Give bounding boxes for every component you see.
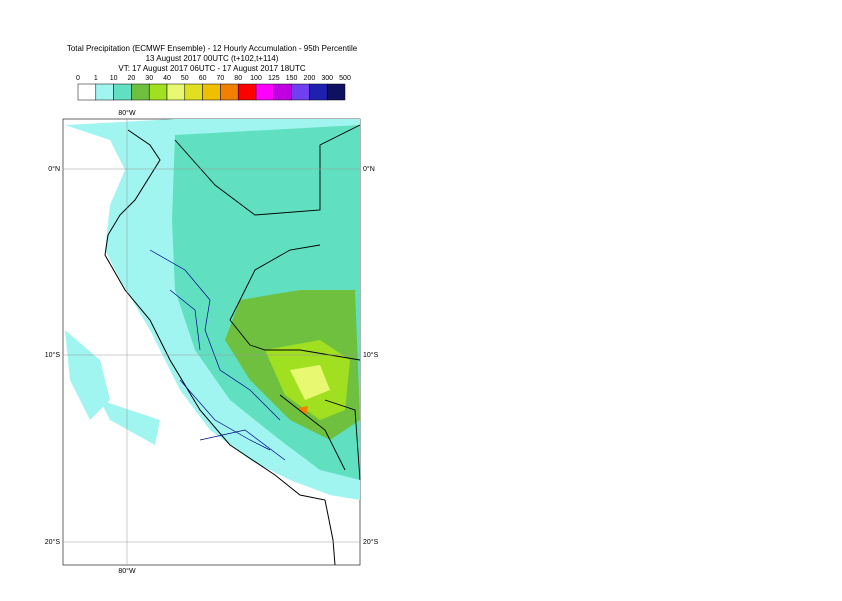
legend-label: 125 bbox=[268, 75, 280, 82]
legend-swatch bbox=[255, 83, 275, 101]
lat-label: 0°N bbox=[48, 165, 60, 173]
legend-swatch bbox=[77, 83, 97, 101]
legend-label: 300 bbox=[321, 75, 333, 82]
title: Total Precipitation (ECMWF Ensemble) - 1… bbox=[67, 44, 358, 53]
precip-light bbox=[100, 400, 160, 445]
lat-label: 0°N bbox=[363, 165, 375, 173]
legend-swatch bbox=[202, 83, 221, 101]
legend-label: 100 bbox=[250, 75, 262, 82]
legend-label: 200 bbox=[304, 75, 316, 82]
legend-swatch bbox=[95, 83, 114, 101]
coastline bbox=[104, 129, 336, 566]
lat-label: 20°S bbox=[363, 538, 379, 546]
legend-swatch bbox=[291, 83, 310, 101]
precip-max bbox=[298, 406, 308, 416]
lat-label: 10°S bbox=[363, 351, 379, 359]
legend: 0 1 10 20 30 40 50 60 70 80 100 125 150 200 300 500 bbox=[76, 75, 351, 101]
legend-label: 30 bbox=[145, 75, 153, 82]
legend-swatch bbox=[326, 83, 346, 101]
legend-label: 1 bbox=[94, 75, 98, 82]
legend-label: 40 bbox=[163, 75, 171, 82]
legend-label: 70 bbox=[217, 75, 225, 82]
subtitle: 13 August 2017 00UTC (t+102,t+114) bbox=[146, 54, 279, 63]
legend-swatch bbox=[131, 83, 150, 101]
lat-label: 10°S bbox=[45, 351, 61, 359]
legend-label: 80 bbox=[234, 75, 242, 82]
subtitle: VT: 17 August 2017 06UTC - 17 August 201… bbox=[118, 64, 305, 73]
precip-light bbox=[65, 330, 110, 420]
country-border bbox=[174, 124, 361, 481]
legend-label: 10 bbox=[110, 75, 118, 82]
lat-label: 20°S bbox=[45, 538, 61, 546]
precip-heavy bbox=[290, 365, 330, 400]
graticule bbox=[63, 119, 360, 565]
legend-swatch bbox=[113, 83, 132, 101]
map: 80°W 80°W 0°N 0°N 10°S 10°S 20°S 20°S bbox=[45, 109, 379, 575]
legend-swatch bbox=[220, 83, 239, 101]
lon-label: 80°W bbox=[118, 567, 136, 575]
legend-label: 20 bbox=[128, 75, 136, 82]
legend-label: 150 bbox=[286, 75, 298, 82]
legend-swatch bbox=[184, 83, 203, 101]
legend-label: 50 bbox=[181, 75, 189, 82]
legend-swatch bbox=[309, 83, 328, 101]
legend-swatch bbox=[148, 83, 168, 101]
legend-label: 0 bbox=[76, 75, 80, 82]
graticule-labels: 80°W 80°W 0°N 0°N 10°S 10°S 20°S 20°S bbox=[45, 109, 379, 575]
region-border bbox=[149, 249, 286, 461]
legend-label: 500 bbox=[339, 75, 351, 82]
lon-label: 80°W bbox=[118, 109, 136, 117]
legend-label: 60 bbox=[199, 75, 207, 82]
legend-swatch bbox=[273, 83, 292, 101]
legend-swatch bbox=[166, 83, 186, 101]
legend-swatch bbox=[237, 83, 257, 101]
